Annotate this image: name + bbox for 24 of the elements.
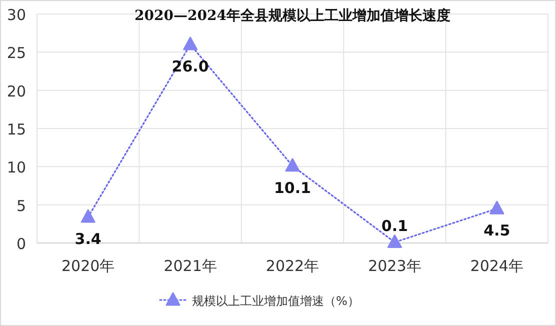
data-label: 4.5 — [484, 222, 510, 240]
x-tick-label: 2024年 — [470, 257, 524, 275]
legend-label: 规模以上工业增加值增速（%） — [192, 294, 360, 308]
x-tick-label: 2023年 — [368, 257, 422, 275]
point — [387, 234, 402, 248]
y-tick-label: 10 — [6, 158, 26, 177]
data-label: 3.4 — [74, 230, 102, 248]
x-tick-label: 2021年 — [164, 257, 217, 275]
point — [285, 158, 300, 172]
data-label: 0.1 — [381, 217, 408, 236]
y-tick-label: 5 — [16, 196, 26, 215]
y-tick-label: 0 — [16, 235, 26, 253]
point — [183, 36, 198, 50]
point — [80, 209, 96, 223]
x-tick-label: 2020年 — [62, 257, 115, 275]
data-label: 26.0 — [172, 58, 209, 76]
chart-title: 2020—2024年全县规模以上工业增加值增长速度 — [134, 7, 450, 24]
point — [490, 200, 504, 214]
data-label: 10.1 — [274, 178, 312, 197]
y-tick-label: 15 — [6, 120, 26, 138]
y-tick-label: 25 — [6, 44, 26, 62]
x-tick-label: 2022年 — [266, 257, 320, 275]
y-tick-label: 30 — [6, 6, 26, 24]
y-tick-label: 20 — [6, 82, 26, 100]
